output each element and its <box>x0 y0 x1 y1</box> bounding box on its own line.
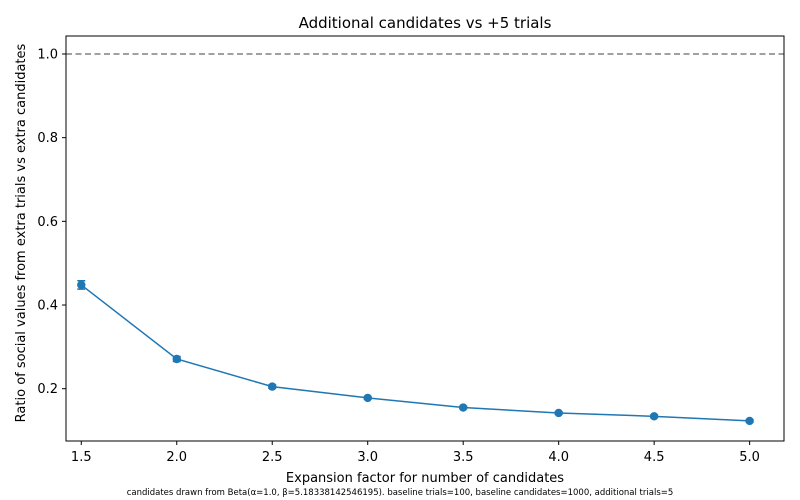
x-tick-label: 3.0 <box>357 450 378 465</box>
axes-frame <box>65 35 785 442</box>
data-point <box>649 412 659 421</box>
y-tick-label: 0.2 <box>37 382 58 397</box>
x-tick-label: 1.5 <box>71 450 92 465</box>
x-tick-label: 3.5 <box>453 450 474 465</box>
data-point <box>172 354 181 364</box>
series-line <box>80 284 750 422</box>
y-tick-label: 1.0 <box>37 47 58 62</box>
data-point <box>458 403 468 412</box>
x-tick-label: 4.0 <box>548 450 569 465</box>
data-point <box>745 416 754 426</box>
plot-area: 1.5 2.0 2.5 3.0 3.5 4.0 4.5 5.0 0.2 0.4 0.6 0.8 1.0 <box>37 35 785 465</box>
data-point <box>554 408 563 418</box>
data-point <box>77 280 86 290</box>
y-tick-label: 0.6 <box>37 215 58 230</box>
x-tick-label: 2.5 <box>262 450 283 465</box>
x-axis-label: Expansion factor for number of candidate… <box>286 471 564 486</box>
x-tick-label: 4.5 <box>644 450 665 465</box>
footnote: candidates drawn from Beta(α=1.0, β=5.18… <box>127 488 674 498</box>
y-tick-label: 0.8 <box>37 131 58 146</box>
x-tick-label: 5.0 <box>739 450 760 465</box>
chart-title: Additional candidates vs +5 trials <box>299 14 552 32</box>
y-axis-label: Ratio of social values from extra trials… <box>14 43 29 422</box>
y-tick-label: 0.4 <box>37 299 58 314</box>
x-tick-label: 2.0 <box>166 450 187 465</box>
data-point <box>268 382 277 391</box>
data-point <box>363 393 372 403</box>
